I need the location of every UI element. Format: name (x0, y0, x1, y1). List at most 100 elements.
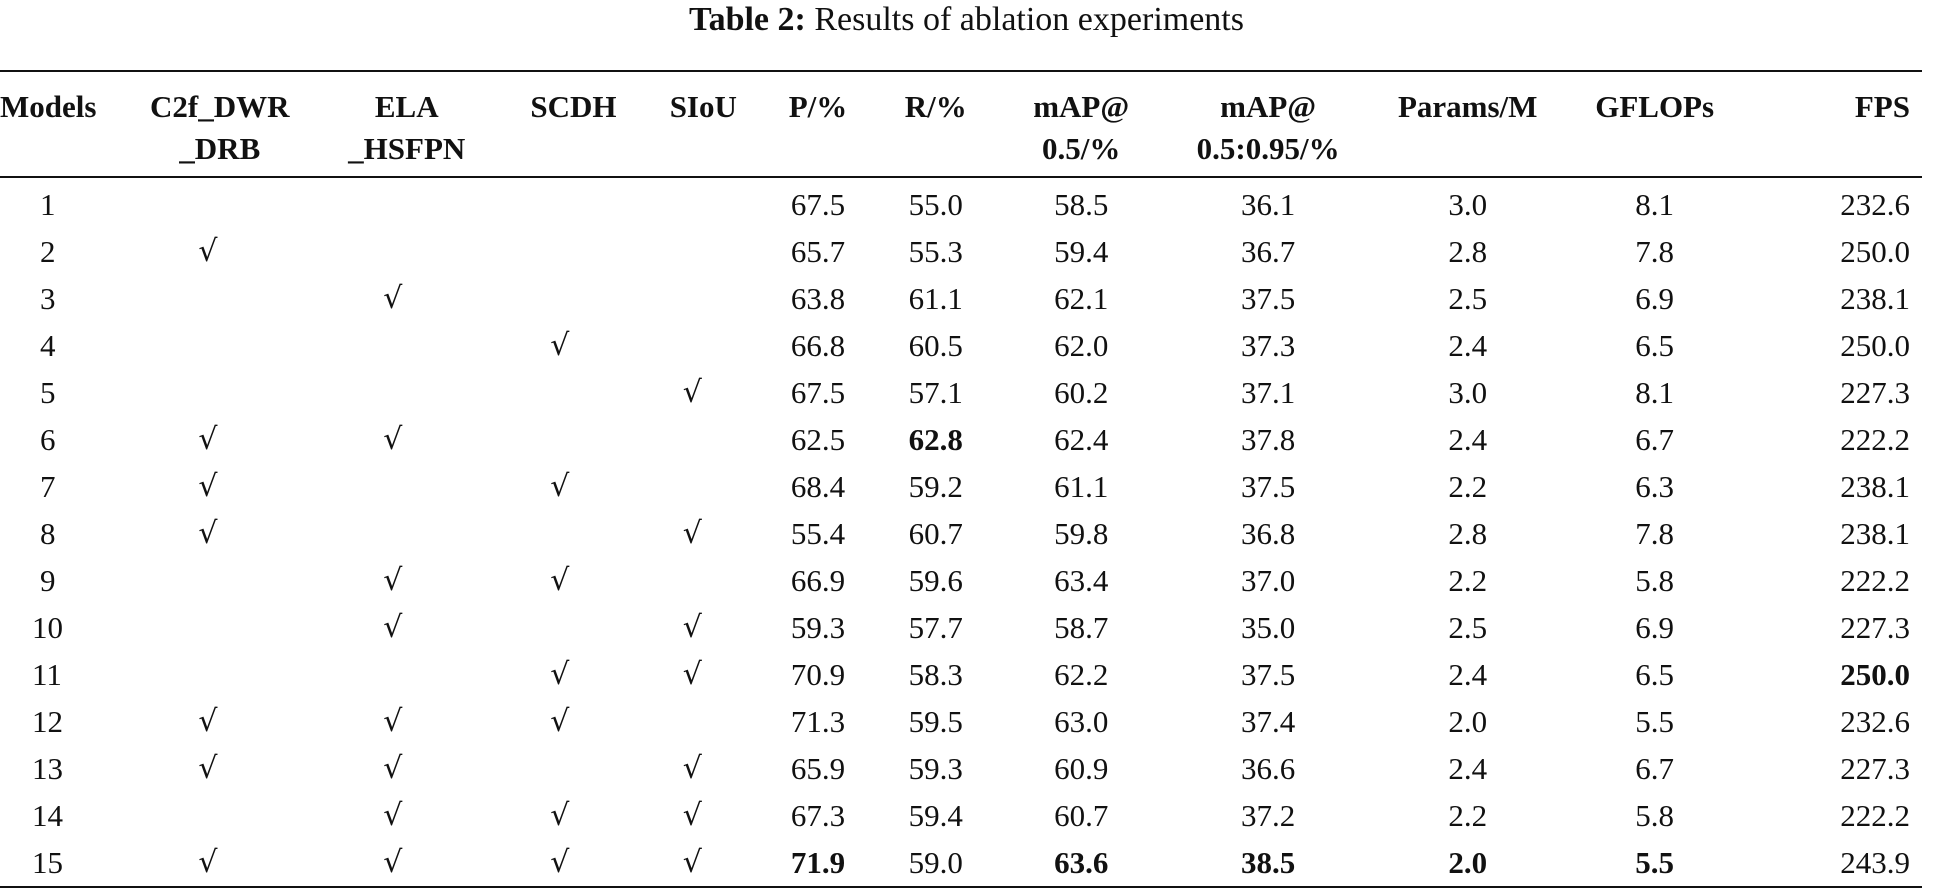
cell-model: 12 (32, 703, 63, 739)
checkmark-icon: √ (550, 563, 570, 599)
checkmark-icon: √ (383, 563, 403, 599)
cell-p: 68.4 (790, 468, 846, 504)
cell-map5095: 37.2 (1241, 797, 1296, 833)
cell-map5095: 37.0 (1241, 562, 1296, 598)
checkmark-icon: √ (550, 469, 570, 505)
header-line: GFLOPs (1595, 89, 1715, 124)
cell-p: 70.9 (790, 656, 846, 692)
cell-c2f: √ (126, 228, 313, 275)
cell-r: 59.3 (908, 750, 963, 786)
table-row: 15 √ √ √ √ 71.9 59.0 63.6 38.5 2.0 5.5 243.9 (0, 839, 1922, 889)
checkmark-icon: √ (682, 751, 702, 787)
cell-ela: √ (313, 557, 500, 604)
cell-ela (313, 322, 500, 369)
cell-r: 55.0 (908, 187, 963, 223)
cell-model: 9 (40, 562, 56, 598)
cell-model: 7 (40, 468, 56, 504)
cell-r: 57.7 (908, 609, 963, 645)
table-row: 13 √ √ √ 65.9 59.3 60.9 36.6 2.4 6.7 227.3 (0, 745, 1922, 792)
checkmark-icon: √ (682, 516, 702, 552)
cell-p: 65.9 (790, 750, 846, 786)
ablation-table: Models C2f_DWR _DRB ELA _HSFPN SCDH SIoU P/% R/%… (0, 70, 1922, 889)
cell-p: 71.3 (790, 703, 846, 739)
cell-ela (313, 510, 500, 557)
table-row: 5 √ 67.5 57.1 60.2 37.1 3.0 8.1 227.3 (0, 369, 1922, 416)
cell-scdh: √ (500, 698, 647, 745)
cell-siou: √ (647, 604, 760, 651)
cell-map5095: 36.1 (1241, 187, 1296, 223)
cell-ela: √ (313, 698, 500, 745)
cell-gflops: 6.9 (1635, 280, 1675, 316)
header-gflops: GFLOPs (1566, 71, 1743, 177)
cell-params: 2.8 (1448, 515, 1488, 551)
cell-ela (313, 651, 500, 698)
cell-gflops: 5.8 (1635, 562, 1675, 598)
header-line: Models (0, 89, 97, 124)
header-line: Params/M (1397, 89, 1538, 124)
cell-model: 4 (40, 327, 56, 363)
cell-siou (647, 557, 760, 604)
cell-model: 15 (0, 839, 127, 889)
cell-r: 58.3 (908, 656, 963, 692)
cell-fps: 232.6 (1840, 187, 1910, 223)
table-header-row: Models C2f_DWR _DRB ELA _HSFPN SCDH SIoU P/% R/%… (0, 71, 1922, 177)
cell-map50: 62.2 (1054, 656, 1109, 692)
table-row: 2 √ 65.7 55.3 59.4 36.7 2.8 7.8 250.0 (0, 228, 1922, 275)
cell-fps: 227.3 (1840, 750, 1910, 786)
cell-fps: 227.3 (1840, 609, 1910, 645)
ablation-table-container: Models C2f_DWR _DRB ELA _HSFPN SCDH SIoU P/% R/%… (0, 70, 1933, 889)
checkmark-icon: √ (198, 422, 218, 458)
cell-map50: 62.1 (1054, 280, 1109, 316)
cell-c2f (126, 557, 313, 604)
table-row: 3 √ 63.8 61.1 62.1 37.5 2.5 6.9 238.1 (0, 275, 1922, 322)
cell-ela: √ (313, 275, 500, 322)
checkmark-icon: √ (383, 798, 403, 834)
cell-c2f: √ (126, 698, 313, 745)
cell-siou: √ (646, 839, 760, 889)
cell-map50: 63.6 (995, 839, 1168, 889)
table-row: 9 √ √ 66.9 59.6 63.4 37.0 2.2 5.8 222.2 (0, 557, 1922, 604)
cell-map50: 62.0 (1054, 327, 1109, 363)
cell-fps: 238.1 (1840, 280, 1910, 316)
cell-fps: 222.2 (1840, 421, 1910, 457)
header-line: SIoU (669, 89, 737, 124)
cell-map5095: 36.8 (1241, 515, 1296, 551)
cell-p: 59.3 (790, 609, 846, 645)
checkmark-icon: √ (383, 610, 403, 646)
table-row: 8 √ √ 55.4 60.7 59.8 36.8 2.8 7.8 238.1 (0, 510, 1922, 557)
cell-map5095: 37.5 (1241, 656, 1296, 692)
table-caption: Table 2: Results of ablation experiments (0, 0, 1933, 42)
cell-ela (313, 463, 500, 510)
cell-r: 60.5 (908, 327, 963, 363)
checkmark-icon: √ (198, 845, 218, 881)
checkmark-icon: √ (550, 704, 570, 740)
cell-scdh (500, 416, 647, 463)
cell-gflops: 6.3 (1635, 468, 1675, 504)
cell-model: 10 (32, 609, 63, 645)
cell-siou (647, 275, 760, 322)
header-line: FPS (1854, 89, 1910, 124)
header-line: SCDH (530, 89, 617, 124)
cell-model: 14 (32, 797, 63, 833)
cell-map5095: 37.4 (1241, 703, 1296, 739)
cell-map50: 58.7 (1054, 609, 1109, 645)
checkmark-icon: √ (198, 469, 218, 505)
header-line: mAP@ (1220, 89, 1317, 124)
cell-scdh (500, 369, 647, 416)
cell-c2f (126, 792, 313, 839)
cell-ela: √ (313, 604, 500, 651)
cell-scdh: √ (500, 463, 647, 510)
header-ela-hsfpn: ELA _HSFPN (313, 71, 500, 177)
cell-ela (313, 177, 500, 228)
checkmark-icon: √ (383, 704, 403, 740)
cell-c2f (126, 604, 313, 651)
caption-label: Table 2: (689, 1, 806, 38)
cell-gflops: 8.1 (1635, 374, 1675, 410)
cell-fps: 238.1 (1840, 468, 1910, 504)
checkmark-icon: √ (198, 751, 218, 787)
cell-gflops: 6.9 (1635, 609, 1675, 645)
cell-siou (647, 322, 760, 369)
cell-siou: √ (647, 369, 760, 416)
cell-scdh (500, 745, 647, 792)
cell-scdh (500, 228, 647, 275)
